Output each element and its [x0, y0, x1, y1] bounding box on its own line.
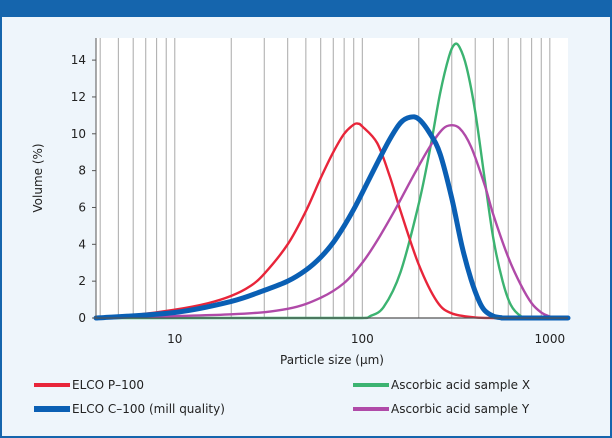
legend-label-elco-c-100-mill-quality: ELCO C–100 (mill quality) — [72, 402, 225, 416]
y-tick-label: 6 — [78, 200, 86, 214]
y-tick-label: 4 — [78, 237, 86, 251]
series-line-elco-c-100-mill-quality — [93, 114, 571, 321]
y-axis-title: Volume (%) — [31, 143, 45, 212]
x-tick-label: 1000 — [535, 332, 566, 346]
series-group — [93, 42, 571, 321]
tick-labels: 0 2 4 6 8 10 12 14 10 100 1000 — [71, 53, 565, 346]
y-tick-label: 8 — [78, 164, 86, 178]
y-tick-label: 14 — [71, 53, 86, 67]
y-tick-label: 10 — [71, 127, 86, 141]
series-line-ascorbic-acid-sample-x — [94, 42, 570, 320]
header-bar — [2, 0, 610, 17]
legend: ELCO P–100 ELCO C–100 (mill quality) Ascor… — [34, 378, 530, 416]
y-tick-label: 2 — [78, 274, 86, 288]
x-tick-label: 10 — [167, 332, 182, 346]
x-tick-label: 100 — [351, 332, 374, 346]
axes — [95, 38, 568, 319]
series-line-ascorbic-acid-sample-y — [94, 123, 559, 320]
plot-background — [96, 38, 568, 318]
legend-label-elco-p-100: ELCO P–100 — [72, 378, 144, 392]
series-line-elco-p-100 — [94, 122, 510, 320]
legend-label-ascorbic-acid-sample-x: Ascorbic acid sample X — [391, 378, 530, 392]
legend-label-ascorbic-acid-sample-y: Ascorbic acid sample Y — [391, 402, 530, 416]
x-axis-title: Particle size (µm) — [280, 353, 384, 367]
y-tick-label: 0 — [78, 311, 86, 325]
y-tick-label: 12 — [71, 90, 86, 104]
